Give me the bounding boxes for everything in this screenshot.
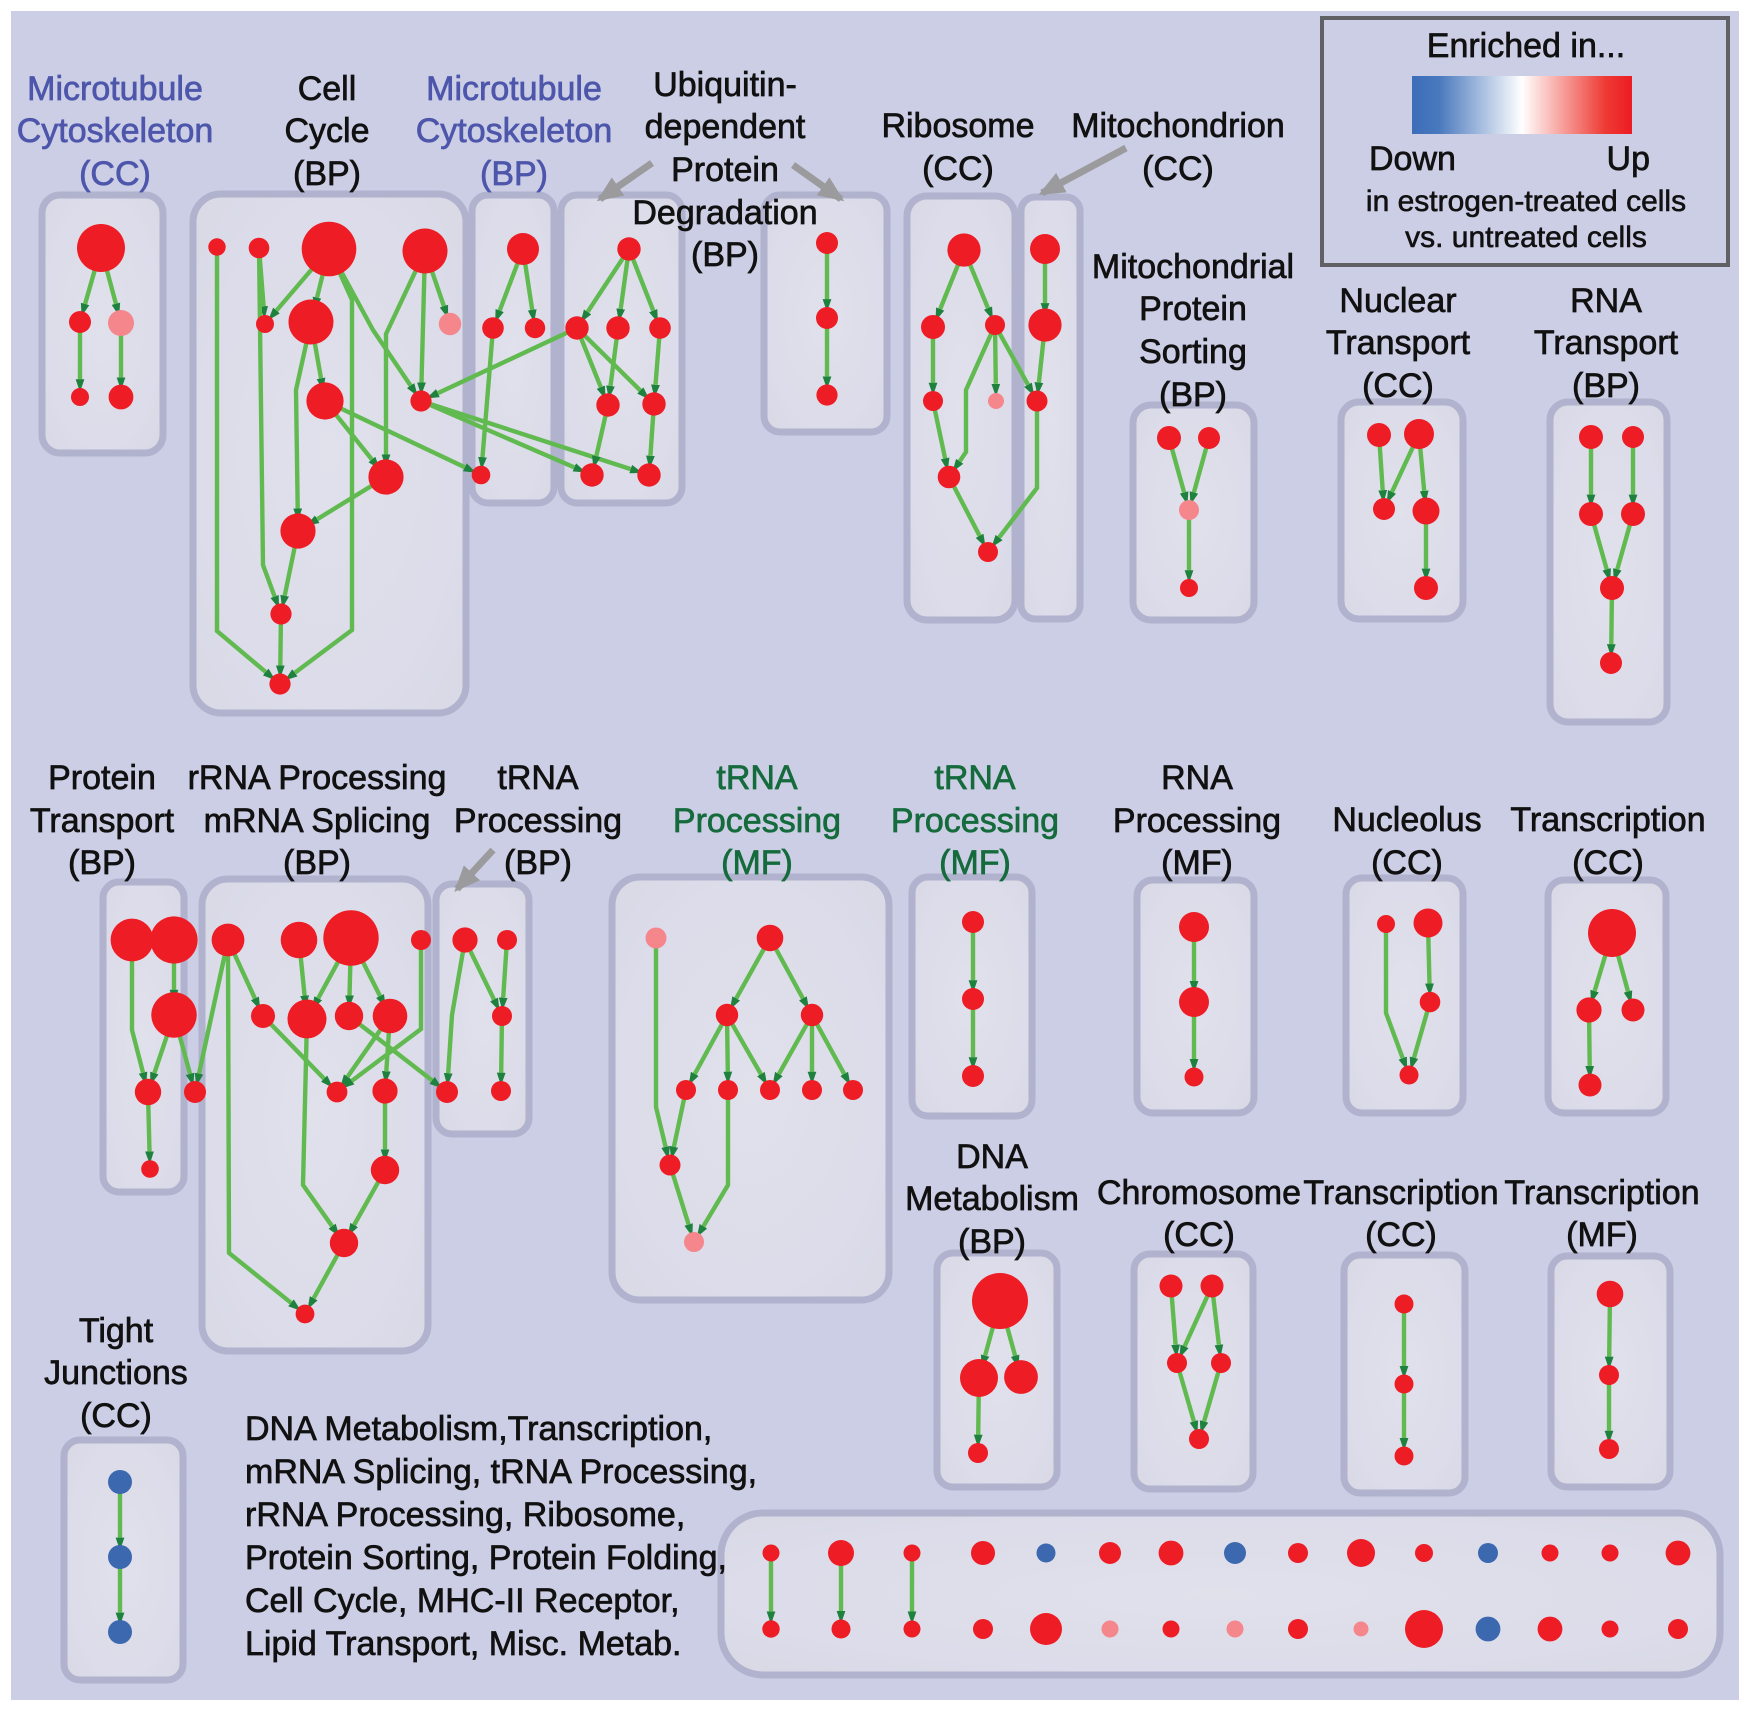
svg-text:Lipid Transport, Misc. Metab.: Lipid Transport, Misc. Metab. bbox=[245, 1625, 682, 1663]
svg-text:(BP): (BP) bbox=[1572, 367, 1640, 405]
svg-text:Cycle: Cycle bbox=[284, 112, 369, 150]
svg-text:(BP): (BP) bbox=[1159, 376, 1227, 414]
svg-text:DNA Metabolism,Transcription,: DNA Metabolism,Transcription, bbox=[245, 1410, 712, 1448]
svg-text:Down: Down bbox=[1369, 140, 1456, 178]
svg-text:Nuclear: Nuclear bbox=[1339, 282, 1456, 320]
svg-text:tRNA: tRNA bbox=[934, 759, 1016, 797]
svg-text:(MF): (MF) bbox=[1161, 844, 1233, 882]
svg-text:Ribosome: Ribosome bbox=[881, 107, 1034, 145]
svg-text:RNA: RNA bbox=[1570, 282, 1642, 320]
svg-text:Cytoskeleton: Cytoskeleton bbox=[416, 112, 613, 150]
svg-text:Transcription: Transcription bbox=[1510, 801, 1705, 839]
svg-text:rRNA Processing: rRNA Processing bbox=[188, 759, 447, 797]
svg-text:(CC): (CC) bbox=[1371, 844, 1443, 882]
svg-text:Enriched in...: Enriched in... bbox=[1427, 27, 1625, 65]
svg-text:(BP): (BP) bbox=[293, 155, 361, 193]
svg-text:(MF): (MF) bbox=[939, 844, 1011, 882]
svg-text:Protein Sorting, Protein Foldi: Protein Sorting, Protein Folding, bbox=[245, 1539, 727, 1577]
svg-text:Processing: Processing bbox=[891, 802, 1059, 840]
svg-text:Transcription: Transcription bbox=[1303, 1174, 1498, 1212]
svg-text:(BP): (BP) bbox=[691, 236, 759, 274]
svg-text:Transport: Transport bbox=[1326, 324, 1471, 362]
svg-text:Protein: Protein bbox=[1139, 290, 1247, 328]
svg-text:(CC): (CC) bbox=[80, 1397, 152, 1435]
svg-text:in estrogen-treated cells: in estrogen-treated cells bbox=[1366, 185, 1686, 218]
svg-text:Mitochondrial: Mitochondrial bbox=[1092, 248, 1294, 286]
svg-text:Cell: Cell bbox=[298, 70, 357, 108]
svg-text:(CC): (CC) bbox=[1572, 844, 1644, 882]
svg-text:(CC): (CC) bbox=[79, 155, 151, 193]
svg-text:(CC): (CC) bbox=[1362, 367, 1434, 405]
svg-text:Transcription: Transcription bbox=[1504, 1174, 1699, 1212]
svg-text:Tight: Tight bbox=[79, 1312, 154, 1350]
svg-text:dependent: dependent bbox=[645, 108, 806, 146]
svg-text:(CC): (CC) bbox=[1365, 1216, 1437, 1254]
svg-text:Nucleolus: Nucleolus bbox=[1332, 801, 1481, 839]
svg-text:(CC): (CC) bbox=[1163, 1216, 1235, 1254]
svg-text:DNA: DNA bbox=[956, 1138, 1028, 1176]
svg-text:vs. untreated cells: vs. untreated cells bbox=[1405, 221, 1647, 254]
svg-text:Microtubule: Microtubule bbox=[426, 70, 602, 108]
svg-text:Processing: Processing bbox=[1113, 802, 1281, 840]
svg-text:Transport: Transport bbox=[1534, 324, 1679, 362]
svg-text:Chromosome: Chromosome bbox=[1097, 1174, 1301, 1212]
svg-text:(BP): (BP) bbox=[480, 155, 548, 193]
svg-text:Metabolism: Metabolism bbox=[905, 1180, 1079, 1218]
svg-text:Protein: Protein bbox=[671, 151, 779, 189]
svg-text:(CC): (CC) bbox=[1142, 150, 1214, 188]
svg-text:Cytoskeleton: Cytoskeleton bbox=[17, 112, 214, 150]
svg-text:(BP): (BP) bbox=[283, 844, 351, 882]
svg-text:mRNA Splicing: mRNA Splicing bbox=[204, 802, 431, 840]
svg-text:(BP): (BP) bbox=[68, 844, 136, 882]
svg-text:RNA: RNA bbox=[1161, 759, 1233, 797]
svg-text:Protein: Protein bbox=[48, 759, 156, 797]
svg-text:Degradation: Degradation bbox=[632, 194, 817, 232]
svg-text:(MF): (MF) bbox=[721, 844, 793, 882]
svg-text:mRNA Splicing, tRNA Processing: mRNA Splicing, tRNA Processing, bbox=[245, 1453, 757, 1491]
svg-text:Ubiquitin-: Ubiquitin- bbox=[653, 66, 797, 104]
svg-text:Up: Up bbox=[1607, 140, 1650, 178]
svg-text:rRNA Processing, Ribosome,: rRNA Processing, Ribosome, bbox=[245, 1496, 685, 1534]
svg-text:tRNA: tRNA bbox=[716, 759, 798, 797]
svg-text:(CC): (CC) bbox=[922, 150, 994, 188]
svg-text:tRNA: tRNA bbox=[497, 759, 579, 797]
svg-text:Processing: Processing bbox=[673, 802, 841, 840]
svg-text:Sorting: Sorting bbox=[1139, 333, 1247, 371]
svg-text:Junctions: Junctions bbox=[44, 1354, 188, 1392]
svg-text:(BP): (BP) bbox=[958, 1223, 1026, 1261]
svg-text:Microtubule: Microtubule bbox=[27, 70, 203, 108]
svg-text:(MF): (MF) bbox=[1566, 1216, 1638, 1254]
svg-text:Transport: Transport bbox=[30, 802, 175, 840]
svg-text:Cell Cycle, MHC-II Receptor,: Cell Cycle, MHC-II Receptor, bbox=[245, 1582, 680, 1620]
svg-text:(BP): (BP) bbox=[504, 844, 572, 882]
svg-text:Mitochondrion: Mitochondrion bbox=[1071, 107, 1285, 145]
svg-text:Processing: Processing bbox=[454, 802, 622, 840]
